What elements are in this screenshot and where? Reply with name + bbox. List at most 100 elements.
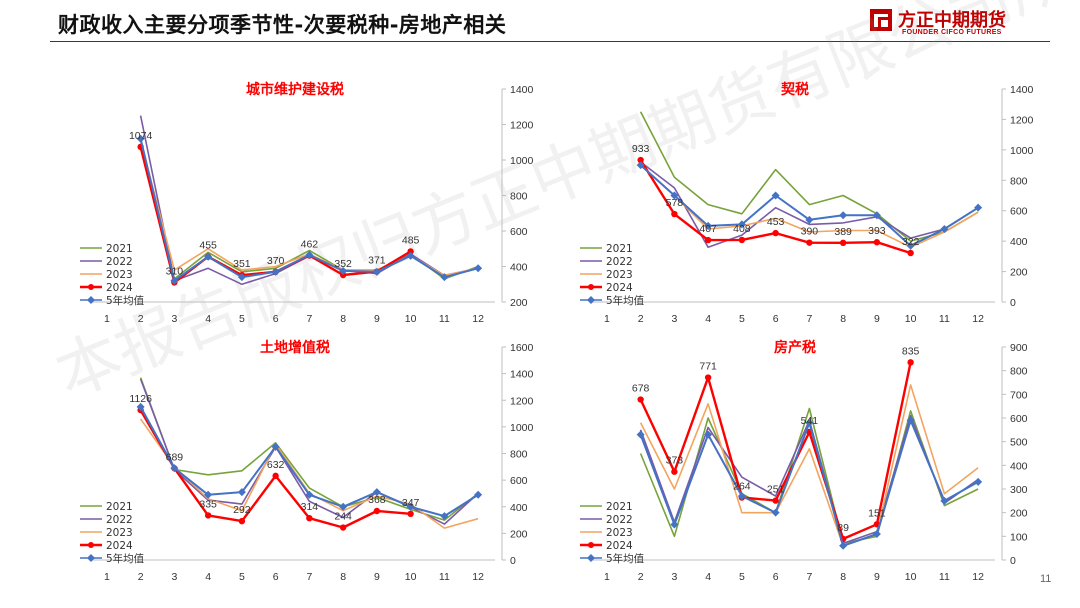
x-tick-label: 12 bbox=[472, 571, 484, 583]
legend-label: 2023 bbox=[106, 527, 133, 539]
data-point-avg bbox=[339, 266, 348, 275]
data-label: 541 bbox=[801, 415, 819, 427]
legend-label: 2022 bbox=[606, 256, 633, 268]
legend-entry: 2021 bbox=[80, 243, 133, 255]
y-tick-label: 400 bbox=[510, 262, 528, 274]
y-tick-label: 800 bbox=[510, 191, 528, 203]
data-label: 244 bbox=[334, 511, 352, 523]
x-tick-label: 12 bbox=[972, 313, 984, 325]
y-tick-label: 200 bbox=[510, 528, 528, 540]
series-line-2023 bbox=[640, 164, 979, 248]
x-tick-label: 7 bbox=[806, 313, 812, 325]
y-tick-label: 1200 bbox=[510, 395, 534, 407]
data-point-avg bbox=[737, 492, 746, 501]
legend-entry: 2021 bbox=[580, 501, 633, 513]
legend-label: 2022 bbox=[106, 514, 133, 526]
chart-title: 房产税 bbox=[774, 339, 816, 356]
data-point-avg bbox=[305, 490, 314, 499]
data-point-avg bbox=[237, 273, 246, 282]
legend-marker bbox=[87, 296, 95, 304]
data-label: 689 bbox=[166, 451, 184, 463]
x-tick-label: 9 bbox=[874, 313, 880, 325]
y-tick-label: 0 bbox=[510, 555, 516, 567]
y-tick-label: 1000 bbox=[510, 155, 534, 167]
data-point-avg bbox=[805, 418, 814, 427]
data-point-avg bbox=[839, 211, 848, 220]
x-tick-label: 6 bbox=[773, 313, 779, 325]
x-tick-label: 1 bbox=[104, 571, 110, 583]
y-tick-label: 1200 bbox=[1010, 114, 1034, 126]
x-tick-label: 8 bbox=[840, 313, 846, 325]
data-point-avg bbox=[839, 541, 848, 550]
data-point-2024 bbox=[806, 239, 813, 246]
x-tick-label: 11 bbox=[439, 571, 450, 583]
data-point-avg bbox=[372, 267, 381, 276]
data-point-2024 bbox=[407, 248, 414, 255]
data-point-2024 bbox=[204, 512, 212, 519]
data-point-avg bbox=[872, 211, 881, 220]
series-line-2022 bbox=[640, 161, 979, 248]
legend-entry: 2022 bbox=[80, 514, 133, 526]
x-tick-label: 9 bbox=[374, 571, 380, 583]
legend-label: 2021 bbox=[106, 501, 133, 513]
data-label: 351 bbox=[233, 258, 251, 270]
data-label: 89 bbox=[837, 522, 849, 534]
legend-entry: 2023 bbox=[580, 527, 633, 539]
data-point-avg bbox=[771, 191, 780, 200]
x-tick-label: 5 bbox=[239, 571, 245, 583]
x-tick-label: 4 bbox=[705, 571, 711, 583]
y-tick-label: 1400 bbox=[510, 369, 534, 381]
data-point-2024 bbox=[272, 472, 279, 480]
data-point-2024 bbox=[339, 271, 347, 279]
x-tick-label: 2 bbox=[638, 313, 644, 325]
legend-entry: 2022 bbox=[580, 256, 633, 268]
data-point-avg bbox=[406, 251, 415, 260]
legend-label: 5年均值 bbox=[106, 552, 145, 565]
logo-name-en: FOUNDER CIFCO FUTURES bbox=[902, 29, 1002, 36]
x-tick-label: 6 bbox=[273, 571, 279, 583]
legend-entry: 5年均值 bbox=[80, 552, 145, 565]
x-tick-label: 3 bbox=[171, 313, 177, 325]
y-tick-label: 700 bbox=[1010, 389, 1028, 401]
x-tick-label: 12 bbox=[472, 313, 484, 325]
data-point-avg bbox=[440, 512, 449, 521]
legend-entry: 2023 bbox=[580, 269, 633, 281]
data-point-avg bbox=[906, 416, 915, 425]
data-label: 933 bbox=[632, 143, 650, 155]
data-point-avg bbox=[704, 430, 713, 439]
y-tick-label: 900 bbox=[1010, 342, 1028, 354]
data-label: 264 bbox=[733, 481, 751, 493]
data-point-avg bbox=[872, 529, 881, 538]
legend-entry: 2024 bbox=[80, 540, 133, 552]
y-tick-label: 600 bbox=[510, 226, 528, 238]
logo-name-cn: 方正中期期货 bbox=[898, 10, 1006, 31]
data-point-avg bbox=[974, 203, 983, 212]
x-tick-label: 5 bbox=[239, 313, 245, 325]
x-tick-label: 11 bbox=[939, 571, 950, 583]
data-point-2024 bbox=[671, 210, 678, 218]
data-point-2024 bbox=[671, 468, 678, 475]
x-tick-label: 8 bbox=[340, 313, 346, 325]
chart-deed-tax: 契税 0 200 400 600 800 1000 1200 1400 1 2 3 4 5 6 7 8 9 10 11… bbox=[540, 72, 1040, 332]
title-divider bbox=[50, 41, 1050, 42]
data-point-avg bbox=[670, 520, 679, 529]
y-tick-label: 600 bbox=[510, 475, 528, 487]
data-point-avg bbox=[670, 191, 679, 200]
legend-entry: 2022 bbox=[580, 514, 633, 526]
data-point-avg bbox=[237, 488, 246, 497]
legend-label: 2023 bbox=[606, 269, 633, 281]
data-point-2024 bbox=[704, 236, 712, 244]
y-tick-label: 1600 bbox=[510, 342, 534, 354]
chart-land-value-added-tax: 土地增值税 0 200 400 600 800 1000 1200 1400 1600 1 2 3 4 5 6… bbox=[40, 330, 540, 590]
y-tick-label: 1400 bbox=[510, 84, 534, 96]
legend-label: 2021 bbox=[606, 243, 633, 255]
series-line-2021 bbox=[639, 111, 979, 242]
data-point-avg bbox=[636, 430, 645, 439]
data-label: 407 bbox=[699, 223, 717, 235]
legend-label: 2024 bbox=[106, 540, 133, 552]
data-point-avg bbox=[906, 241, 915, 250]
x-tick-label: 2 bbox=[138, 313, 144, 325]
